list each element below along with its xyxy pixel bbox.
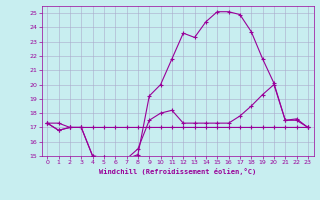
X-axis label: Windchill (Refroidissement éolien,°C): Windchill (Refroidissement éolien,°C): [99, 168, 256, 175]
